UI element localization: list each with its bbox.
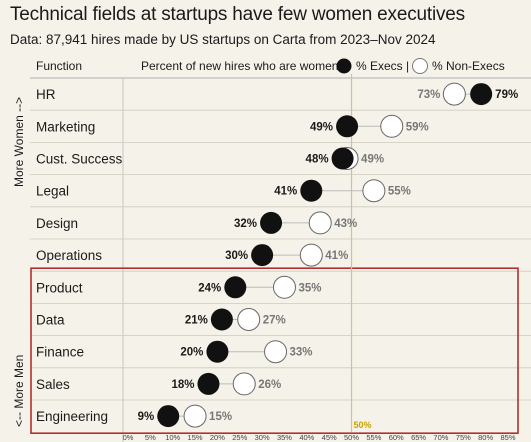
x-tick-label: 30% — [255, 433, 270, 442]
function-label: Cust. Success — [36, 152, 123, 167]
function-label: HR — [36, 87, 56, 102]
x-tick-label: 75% — [456, 433, 471, 442]
nonexec-value-label: 73% — [417, 89, 440, 101]
chart-title: Technical fields at startups have few wo… — [10, 4, 465, 25]
x-tick-label: 25% — [232, 433, 247, 442]
x-tick-label: 80% — [478, 433, 493, 442]
nonexec-marker — [264, 340, 288, 364]
exec-value-label: 21% — [185, 315, 208, 327]
exec-marker — [251, 244, 274, 267]
nonexec-value-label: 27% — [263, 315, 286, 327]
function-label: Data — [36, 313, 65, 328]
more-men-label: <-- More Men — [12, 355, 26, 427]
x-tick-label: 15% — [188, 433, 203, 442]
nonexec-value-label: 49% — [361, 154, 384, 166]
nonexec-value-label: 33% — [290, 347, 313, 359]
x-tick-label: 10% — [165, 433, 180, 442]
nonexec-value-label: 35% — [298, 282, 321, 294]
nonexec-value-label: 55% — [388, 186, 411, 198]
exec-marker — [300, 179, 323, 202]
nonexec-value-label: 26% — [258, 379, 281, 391]
reference-line-label: 50% — [354, 420, 372, 430]
exec-value-label: 32% — [234, 218, 257, 230]
exec-value-label: 79% — [495, 89, 518, 101]
exec-marker — [260, 211, 283, 234]
chart-subtitle: Data: 87,941 hires made by US startups o… — [10, 32, 436, 47]
x-tick-label: 60% — [389, 433, 404, 442]
function-label: Legal — [36, 184, 69, 199]
nonexec-marker — [362, 179, 386, 203]
function-label: Finance — [36, 345, 84, 360]
nonexec-marker — [232, 372, 256, 396]
metric-header-text: Percent of new hires who are women | — [141, 59, 345, 73]
function-header: Function — [36, 59, 82, 73]
nonexec-value-label: 59% — [406, 121, 429, 133]
nonexec-value-label: 43% — [334, 218, 357, 230]
execs-legend-marker — [336, 58, 352, 74]
function-label: Design — [36, 216, 78, 231]
x-tick-label: 5% — [145, 433, 156, 442]
function-label: Sales — [36, 377, 70, 392]
nonexec-marker — [380, 114, 404, 138]
function-label: Engineering — [36, 409, 108, 424]
exec-marker — [331, 147, 354, 170]
nonexec-marker — [299, 243, 323, 267]
exec-value-label: 20% — [180, 347, 203, 359]
x-tick-label: 20% — [210, 433, 225, 442]
x-tick-label: 85% — [500, 433, 515, 442]
exec-value-label: 24% — [198, 282, 221, 294]
nonexecs-legend-marker — [412, 58, 428, 74]
x-tick-label: 50% — [344, 433, 359, 442]
nonexec-marker — [308, 211, 332, 235]
x-tick-label: 45% — [322, 433, 337, 442]
nonexec-marker — [183, 404, 207, 428]
exec-marker — [470, 83, 493, 106]
nonexec-value-label: 15% — [209, 411, 232, 423]
nonexec-value-label: 41% — [325, 250, 348, 262]
highlight-box — [30, 267, 519, 435]
exec-value-label: 30% — [225, 250, 248, 262]
exec-value-label: 9% — [138, 411, 155, 423]
x-tick-label: 0% — [123, 433, 134, 442]
nonexecs-legend-label: % Non-Execs — [432, 59, 505, 73]
execs-legend-label: % Execs | — [356, 59, 409, 73]
x-tick-label: 40% — [299, 433, 314, 442]
x-tick-label: 70% — [433, 433, 448, 442]
exec-value-label: 48% — [306, 154, 329, 166]
exec-value-label: 18% — [171, 379, 194, 391]
x-tick-label: 65% — [411, 433, 426, 442]
function-label: Marketing — [36, 119, 95, 134]
x-tick-label: 35% — [277, 433, 292, 442]
exec-marker — [224, 276, 247, 299]
exec-marker — [157, 405, 180, 428]
function-label: Product — [36, 280, 83, 295]
nonexec-marker — [237, 308, 261, 331]
exec-marker — [206, 340, 229, 363]
exec-value-label: 49% — [310, 121, 333, 133]
more-women-label: More Women --> — [12, 97, 26, 187]
function-label: Operations — [36, 248, 102, 263]
exec-marker — [197, 372, 220, 395]
exec-value-label: 41% — [274, 186, 297, 198]
exec-marker — [336, 115, 359, 138]
nonexec-marker — [442, 82, 466, 106]
exec-marker — [210, 308, 233, 331]
metric-header: Percent of new hires who are women | % E… — [141, 58, 505, 74]
nonexec-marker — [272, 275, 296, 299]
x-tick-label: 55% — [366, 433, 381, 442]
